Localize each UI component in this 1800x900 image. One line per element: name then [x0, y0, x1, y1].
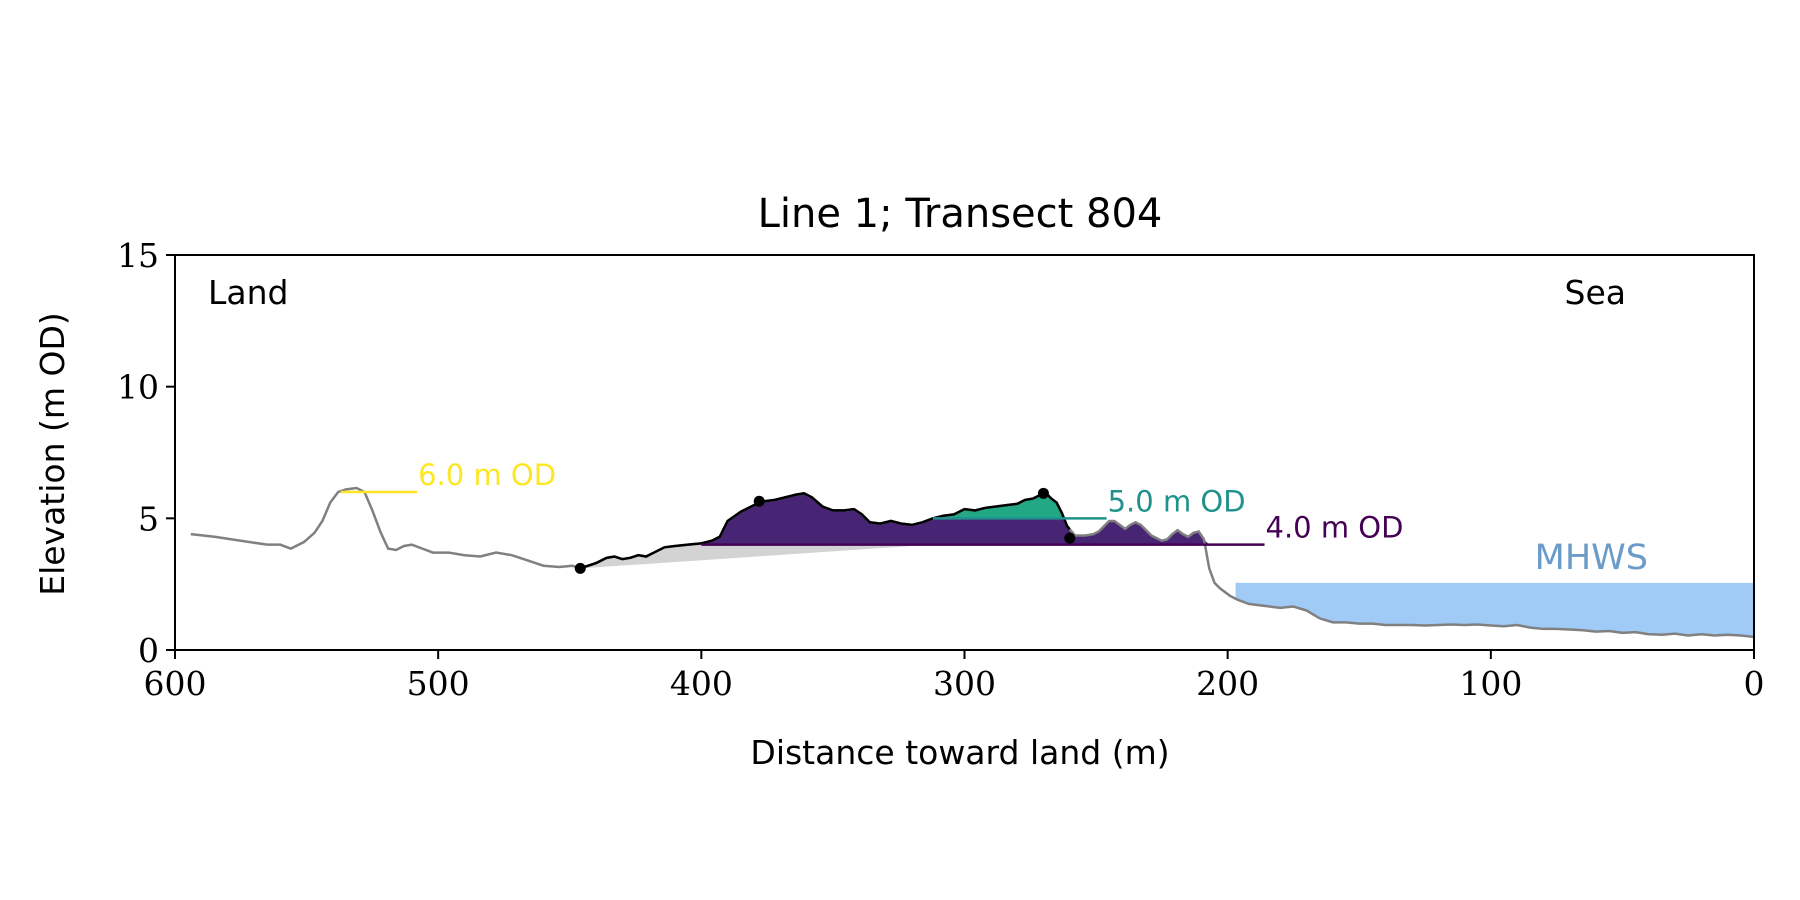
- y-axis-label: Elevation (m OD): [33, 312, 72, 596]
- x-tick-label-7: 0: [1744, 664, 1765, 703]
- y-tick-label-1: 0: [138, 631, 159, 670]
- dune-marker-1: [574, 562, 586, 574]
- tick-layer: 600 500 400 300 200 100 0 0 5 10 15: [117, 236, 1765, 703]
- dune-marker-3: [1037, 487, 1049, 499]
- sea-fill: [1235, 582, 1754, 637]
- dune-marker-4: [1064, 532, 1076, 544]
- x-tick-label-6: 100: [1459, 664, 1522, 703]
- sea-label: Sea: [1565, 273, 1626, 312]
- dune-marker-2: [753, 495, 765, 507]
- x-axis-label: Distance toward land (m): [750, 733, 1169, 772]
- level-label-3: 4.0 m OD: [1266, 511, 1404, 545]
- label-layer: 6.0 m OD 5.0 m OD 4.0 m OD MHWS: [418, 458, 1648, 578]
- x-tick-label-2: 500: [407, 664, 470, 703]
- x-tick-label-1: 600: [144, 664, 207, 703]
- line-layer: [190, 486, 1755, 639]
- dune-line: [579, 491, 1071, 570]
- land-label: Land: [208, 273, 288, 312]
- level-label-2: 5.0 m OD: [1108, 484, 1246, 518]
- y-tick-label-4: 15: [117, 236, 159, 275]
- y-tick-label-3: 10: [117, 368, 159, 407]
- mhws-label: MHWS: [1535, 538, 1648, 578]
- x-tick-label-3: 400: [670, 664, 733, 703]
- x-tick-label-5: 200: [1196, 664, 1259, 703]
- y-tick-label-2: 5: [138, 499, 159, 538]
- level-label-1: 6.0 m OD: [418, 458, 556, 492]
- chart-title: Line 1; Transect 804: [758, 191, 1163, 237]
- deficit-fill: [580, 544, 933, 569]
- x-tick-label-4: 300: [933, 664, 996, 703]
